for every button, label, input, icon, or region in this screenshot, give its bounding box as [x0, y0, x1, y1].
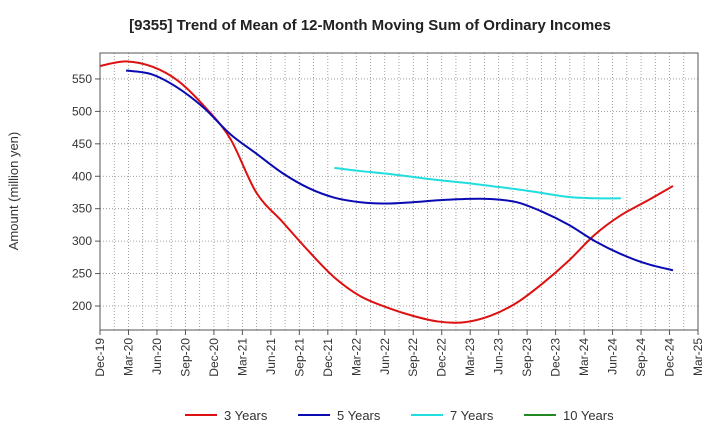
series-line-7-years	[334, 166, 621, 200]
series-line-3-years	[99, 60, 674, 324]
x-tick-label: Dec-22	[435, 338, 449, 377]
y-tick-label: 350	[72, 202, 92, 216]
grid	[99, 53, 699, 330]
x-tick-label: Mar-25	[691, 338, 705, 376]
series-line-5-years	[125, 69, 674, 272]
x-tick-label: Dec-19	[93, 338, 107, 377]
x-tick-label: Sep-23	[520, 338, 534, 377]
plot-frame	[99, 52, 699, 331]
x-tick-label: Sep-20	[178, 338, 192, 377]
x-tick-label: Jun-22	[378, 338, 392, 375]
x-tick-label: Mar-24	[577, 338, 591, 376]
y-tick-label: 500	[72, 104, 92, 118]
y-ticks: 200 250 300 350 400 450 500 550	[72, 72, 100, 313]
x-tick-label: Dec-21	[321, 338, 335, 377]
x-tick-label: Dec-20	[207, 338, 221, 377]
x-tick-label: Dec-23	[549, 338, 563, 377]
legend-label: 7 Years	[450, 408, 494, 423]
x-tick-label: Mar-20	[121, 338, 135, 376]
legend-label: 5 Years	[337, 408, 381, 423]
x-ticks: Dec-19 Mar-20 Jun-20 Sep-20 Dec-20 Mar-21 Jun-…	[93, 330, 705, 377]
y-tick-label: 550	[72, 72, 92, 86]
x-tick-label: Mar-23	[463, 338, 477, 376]
legend: 3 Years 5 Years 7 Years 10 Years	[185, 408, 614, 423]
y-axis-label: Amount (million yen)	[6, 132, 21, 251]
x-tick-label: Mar-22	[349, 338, 363, 376]
x-tick-label: Mar-21	[235, 338, 249, 376]
legend-label: 10 Years	[563, 408, 614, 423]
x-tick-label: Jun-21	[264, 338, 278, 375]
y-tick-label: 250	[72, 267, 92, 281]
y-tick-label: 400	[72, 169, 92, 183]
x-tick-label: Jun-20	[150, 338, 164, 375]
y-tick-label: 200	[72, 299, 92, 313]
y-tick-label: 300	[72, 234, 92, 248]
x-tick-label: Jun-23	[492, 338, 506, 375]
x-tick-label: Dec-24	[663, 338, 677, 377]
x-tick-label: Sep-21	[292, 338, 306, 377]
x-tick-label: Jun-24	[606, 338, 620, 375]
legend-label: 3 Years	[224, 408, 268, 423]
chart-title: [9355] Trend of Mean of 12-Month Moving …	[129, 17, 611, 34]
series-layer	[99, 60, 674, 324]
x-tick-label: Sep-24	[634, 338, 648, 377]
x-tick-label: Sep-22	[406, 338, 420, 377]
y-tick-label: 450	[72, 137, 92, 151]
